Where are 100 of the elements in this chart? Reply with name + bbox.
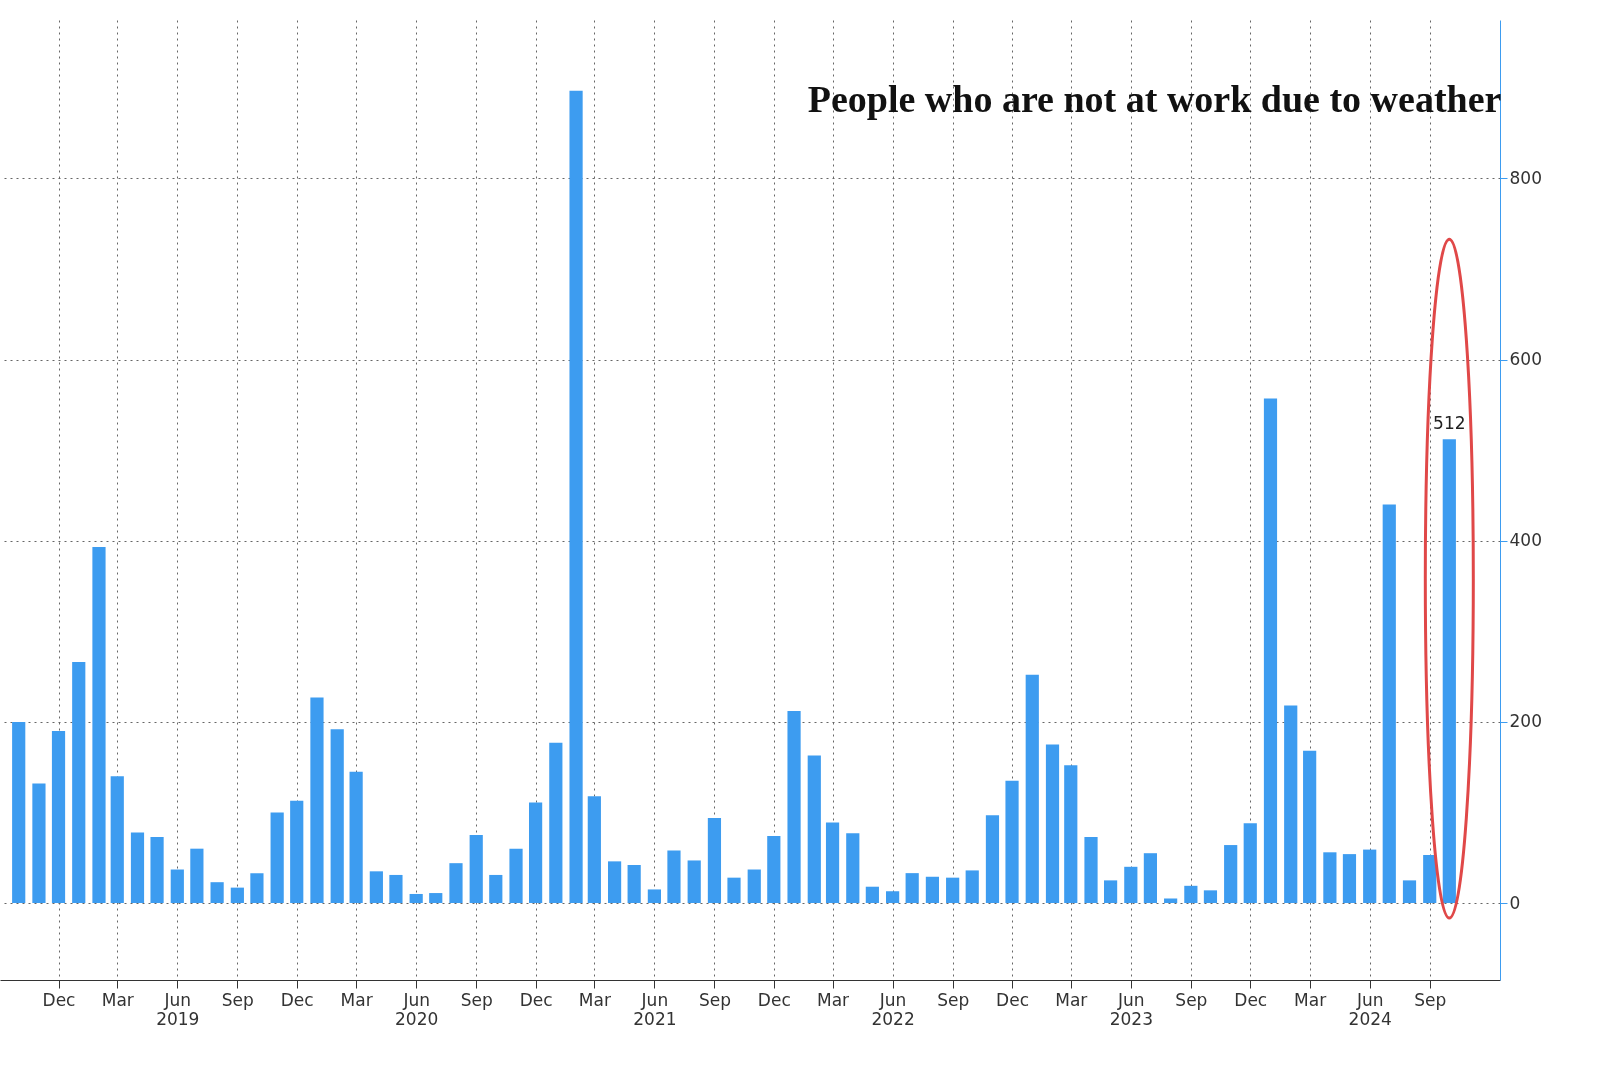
bar [310, 697, 324, 904]
x-tick-label: Mar [1055, 989, 1088, 1010]
x-tick-label: Mar [578, 989, 611, 1010]
y-tick-label: 800 [1509, 167, 1542, 188]
x-tick-label: Sep [460, 989, 493, 1010]
bar [965, 870, 979, 904]
bar [1323, 852, 1337, 904]
bar [1402, 880, 1417, 904]
bar [1303, 750, 1317, 904]
y-tick-label: 200 [1509, 711, 1542, 732]
bar [469, 835, 483, 904]
bar [1143, 853, 1157, 904]
bar [787, 711, 801, 904]
bar [130, 832, 145, 904]
bar [12, 721, 26, 904]
bar [1342, 854, 1357, 904]
bar [985, 815, 1000, 904]
bar [1005, 780, 1019, 904]
bar [449, 863, 463, 904]
bar [905, 873, 919, 904]
bar [667, 850, 681, 904]
bar [190, 848, 204, 904]
bar [825, 822, 840, 904]
x-tick-label: Sep [221, 989, 254, 1010]
bar [767, 836, 781, 904]
x-tick-label: Dec [280, 989, 314, 1010]
bar [549, 742, 563, 904]
x-tick-label: Jun 2023 [1109, 989, 1153, 1029]
bar [1184, 885, 1198, 904]
x-tick-label: Dec [996, 989, 1029, 1010]
bar [110, 776, 124, 904]
data-label: 512 [1433, 413, 1466, 434]
bar [270, 812, 284, 904]
x-tick-label: Mar [101, 989, 134, 1010]
bar [707, 817, 722, 904]
bar [1442, 439, 1456, 904]
bar [230, 887, 244, 904]
bar [846, 833, 860, 904]
bar [1064, 765, 1078, 904]
bar [1423, 855, 1437, 904]
x-tick-label: Jun 2020 [395, 989, 439, 1029]
bar [389, 874, 403, 904]
bar [1084, 836, 1098, 904]
y-tick-label: 400 [1509, 530, 1542, 551]
x-tick-label: Sep [1175, 989, 1208, 1010]
x-tick-label: Dec [519, 989, 553, 1010]
bar [747, 869, 761, 904]
bar [529, 802, 543, 904]
bar [509, 848, 523, 904]
bar [607, 861, 622, 904]
bar [489, 874, 503, 904]
bar [946, 877, 960, 904]
bar [587, 796, 601, 904]
bar [409, 893, 423, 904]
bar [627, 864, 641, 904]
bar [210, 882, 224, 904]
x-tick-label: Sep [937, 989, 970, 1010]
bar [1243, 823, 1257, 904]
bar [51, 730, 66, 904]
bar [1045, 744, 1060, 904]
x-tick-label: Mar [1294, 989, 1327, 1010]
x-tick-label: Sep [1414, 989, 1447, 1010]
bar [865, 886, 879, 904]
y-tick-label: 0 [1509, 892, 1521, 913]
bar [72, 662, 86, 904]
bar [290, 800, 304, 904]
bar [886, 891, 900, 904]
bar [32, 783, 46, 904]
bar [569, 90, 583, 904]
bar [1263, 398, 1278, 904]
bar [429, 893, 443, 904]
bar [727, 877, 741, 904]
x-tick-label: Mar [817, 989, 850, 1010]
bar [925, 876, 940, 904]
bar [150, 836, 164, 904]
bar [1203, 890, 1218, 904]
x-tick-label: Dec [1234, 989, 1268, 1010]
x-tick-label: Sep [698, 989, 731, 1010]
bar [1224, 845, 1238, 904]
bar [647, 889, 661, 904]
bar [1124, 866, 1138, 904]
bar [807, 755, 821, 904]
bar [92, 547, 106, 904]
bar [1164, 898, 1178, 904]
bar [1284, 705, 1298, 904]
bar [349, 771, 363, 904]
bar [369, 871, 383, 904]
x-tick-label: Jun 2019 [156, 989, 200, 1029]
x-tick-label: Mar [340, 989, 373, 1010]
x-tick-label: Jun 2024 [1348, 989, 1392, 1029]
bar [170, 869, 184, 904]
bar [1103, 880, 1118, 904]
x-tick-label: Jun 2021 [633, 989, 677, 1029]
bar [250, 873, 264, 904]
bar [687, 860, 701, 904]
x-tick-label: Jun 2022 [871, 989, 915, 1029]
bar [1363, 849, 1377, 904]
bar [1025, 674, 1039, 904]
bar [330, 729, 344, 904]
y-tick-label: 600 [1509, 349, 1542, 370]
